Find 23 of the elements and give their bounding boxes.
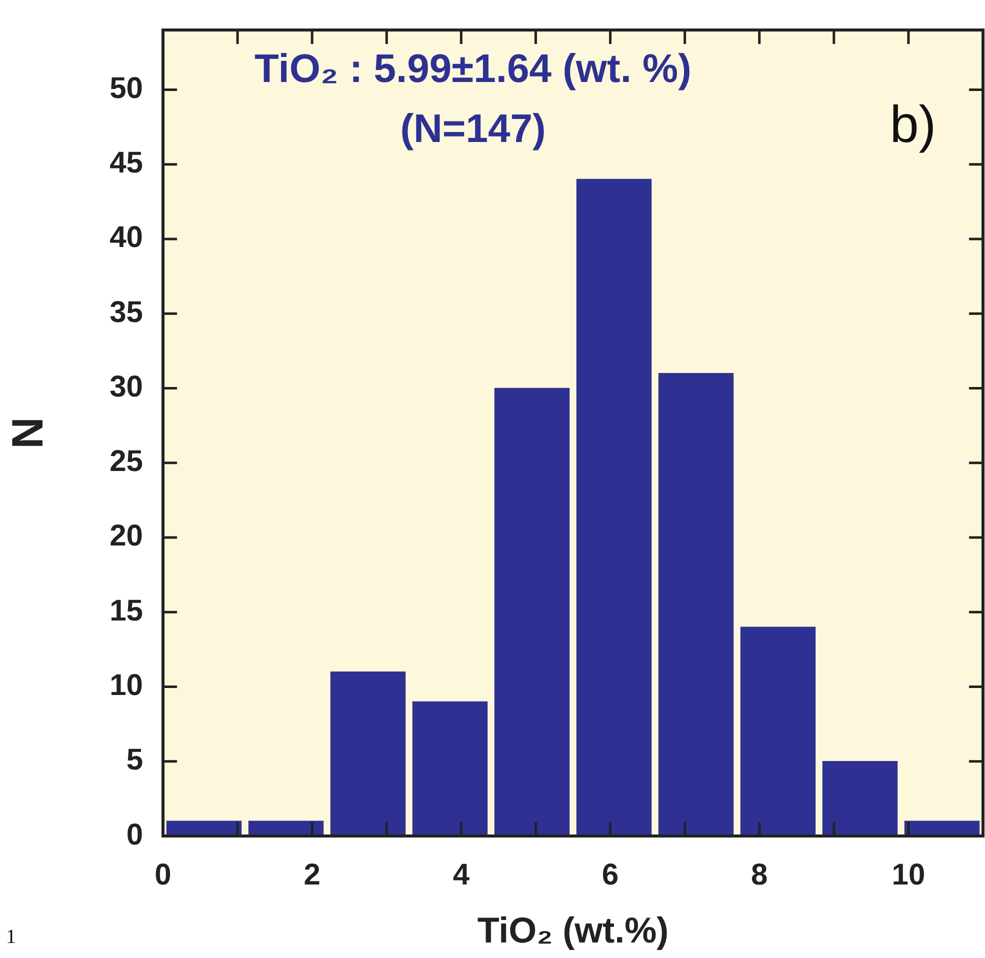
y-tick-label: 15 — [110, 594, 143, 628]
x-tick-label: 8 — [751, 858, 768, 892]
x-tick-label: 10 — [892, 858, 926, 892]
annotation: (N=147) — [400, 107, 546, 151]
y-tick-label: 30 — [110, 370, 143, 404]
y-tick-label: 40 — [110, 221, 143, 254]
y-tick-label: 0 — [126, 818, 143, 852]
annotation: b) — [890, 96, 936, 154]
y-tick-label: 20 — [110, 520, 143, 553]
y-tick-label: 35 — [110, 296, 143, 329]
y-tick-label: 50 — [110, 72, 143, 105]
y-tick-label: 5 — [126, 744, 143, 777]
y-tick-label: 25 — [110, 445, 143, 478]
annotation: TiO₂ : 5.99±1.64 (wt. %) — [254, 47, 692, 91]
x-tick-label: 6 — [602, 858, 619, 892]
x-tick-label: 4 — [452, 858, 470, 892]
y-tick-label: 45 — [110, 146, 143, 180]
x-tick-label: 0 — [154, 858, 172, 892]
text: 1 — [6, 926, 16, 948]
x-axis-title: TiO₂ (wt.%) — [477, 909, 669, 950]
y-tick-label: 10 — [110, 669, 143, 702]
y-axis-title: N — [4, 417, 53, 449]
x-tick-label: 2 — [304, 858, 320, 892]
